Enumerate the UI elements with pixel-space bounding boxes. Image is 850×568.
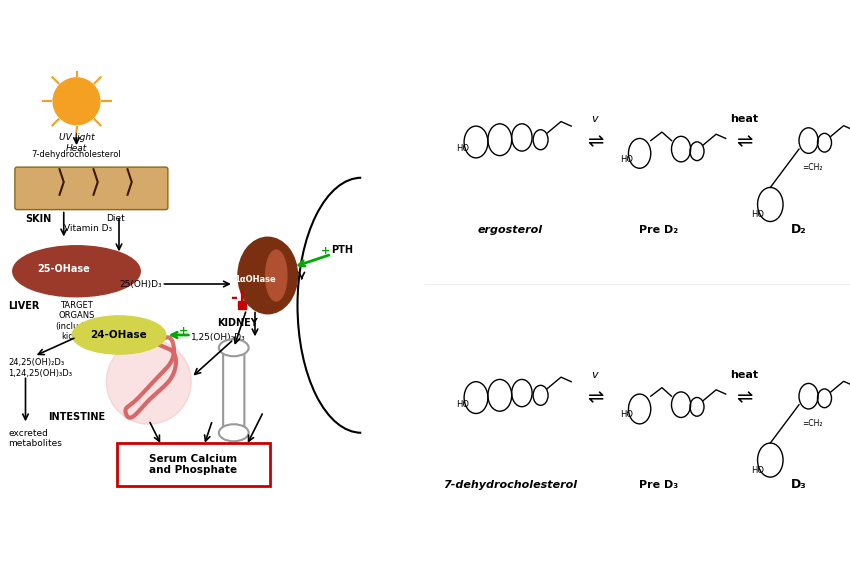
Ellipse shape (13, 246, 140, 296)
Text: 25-OHase: 25-OHase (37, 264, 90, 274)
Text: v: v (592, 114, 598, 124)
Text: D₂: D₂ (791, 223, 807, 236)
Text: v: v (592, 370, 598, 380)
Text: -: - (230, 289, 237, 307)
Text: INTESTINE: INTESTINE (48, 411, 105, 421)
Text: +: + (179, 326, 188, 336)
Text: 7-dehydrocholesterol: 7-dehydrocholesterol (443, 481, 577, 491)
Text: HO: HO (751, 466, 764, 475)
Circle shape (53, 78, 100, 124)
Text: 24,25(OH)₂D₃: 24,25(OH)₂D₃ (8, 358, 65, 367)
Ellipse shape (72, 316, 166, 354)
Text: D₃: D₃ (791, 478, 807, 491)
Ellipse shape (218, 339, 248, 356)
Text: ⇌: ⇌ (586, 132, 604, 152)
Text: HO: HO (456, 144, 469, 153)
Text: =CH₂: =CH₂ (802, 419, 823, 428)
Text: 1,25(OH)₂D₃: 1,25(OH)₂D₃ (191, 333, 246, 341)
Text: Pre D₃: Pre D₃ (639, 481, 678, 491)
Text: Serum Calcium
and Phosphate: Serum Calcium and Phosphate (150, 454, 237, 475)
Text: PTH: PTH (332, 245, 354, 255)
Text: ⇌: ⇌ (586, 388, 604, 407)
Text: ergosterol: ergosterol (478, 225, 542, 235)
Text: +: + (320, 246, 330, 256)
FancyBboxPatch shape (116, 444, 269, 486)
Text: Vitamin D₃: Vitamin D₃ (64, 224, 112, 233)
Text: LIVER: LIVER (8, 301, 40, 311)
Text: 7-dehydrocholesterol: 7-dehydrocholesterol (31, 150, 122, 159)
Text: HO: HO (456, 400, 469, 409)
Text: 1αOHase: 1αOHase (234, 275, 276, 284)
Text: Pre D₂: Pre D₂ (639, 225, 678, 235)
Text: HO: HO (620, 155, 633, 164)
Text: 25(OH)D₃: 25(OH)D₃ (119, 279, 162, 289)
Text: UV light
Heat: UV light Heat (59, 133, 94, 153)
Text: HO: HO (751, 210, 764, 219)
Text: heat: heat (729, 370, 758, 380)
Text: BONE: BONE (218, 445, 249, 456)
Ellipse shape (265, 250, 286, 301)
Text: 24-OHase: 24-OHase (91, 330, 147, 340)
Ellipse shape (238, 237, 298, 314)
Text: =CH₂: =CH₂ (802, 164, 823, 173)
Ellipse shape (106, 339, 191, 424)
Text: Diet: Diet (106, 214, 125, 223)
Text: SKIN: SKIN (26, 214, 52, 224)
Text: excreted
metabolites: excreted metabolites (8, 428, 62, 448)
Text: HO: HO (620, 411, 633, 420)
FancyBboxPatch shape (223, 344, 245, 437)
Text: ⇌: ⇌ (735, 132, 752, 152)
Text: KIDNEY: KIDNEY (218, 318, 258, 328)
Text: ⇌: ⇌ (735, 388, 752, 407)
Text: TARGET
ORGANS
(including
kidney): TARGET ORGANS (including kidney) (55, 301, 98, 341)
Text: 1,24,25(OH)₃D₃: 1,24,25(OH)₃D₃ (8, 369, 72, 378)
FancyBboxPatch shape (15, 167, 167, 210)
Ellipse shape (218, 424, 248, 441)
Text: heat: heat (729, 114, 758, 124)
